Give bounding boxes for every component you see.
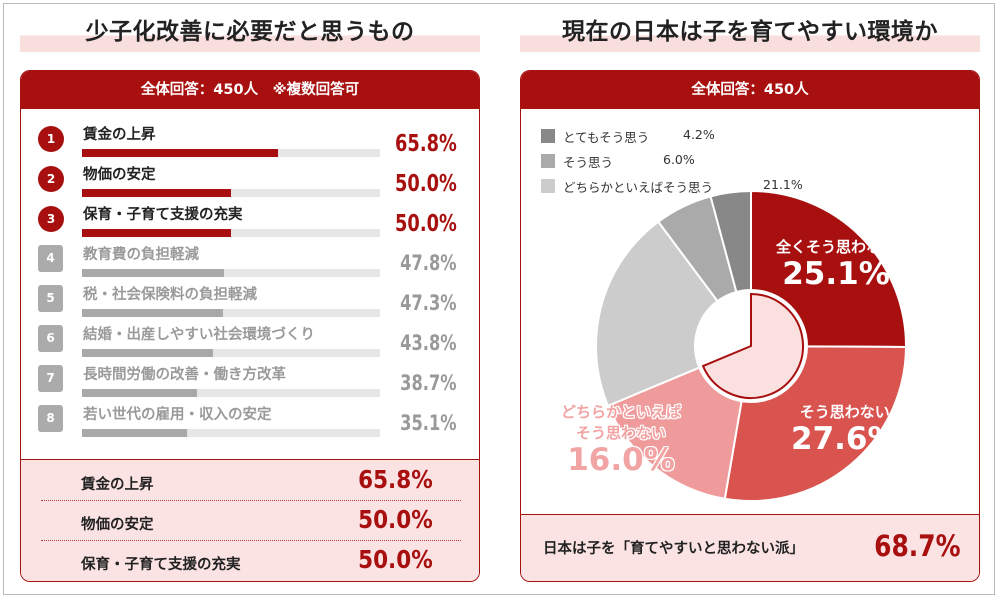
ranking-item: 5 税・社会保険料の負担軽減 47.3% bbox=[21, 283, 479, 323]
right-summary-label: 日本は子を「育てやすいと思わない派」 bbox=[543, 541, 804, 557]
bar-track bbox=[82, 349, 380, 357]
ranking-item: 4 教育費の負担軽減 47.8% bbox=[21, 243, 479, 283]
ranking-item: 3 保育・子育て支援の充実 50.0% bbox=[21, 203, 479, 243]
donut-slice bbox=[709, 189, 752, 294]
summary-percent: 50.0% bbox=[358, 505, 433, 534]
bar-fill bbox=[82, 429, 187, 437]
summary-percent: 50.0% bbox=[358, 545, 433, 574]
item-percent: 50.0% bbox=[395, 171, 457, 197]
item-percent: 35.1% bbox=[400, 411, 457, 435]
item-label: 保育・子育て支援の充実 bbox=[83, 207, 243, 223]
legend-label: そう思う bbox=[563, 155, 614, 170]
summary-row-2: 物価の安定 50.0% bbox=[41, 500, 461, 541]
legend-swatch bbox=[541, 154, 555, 168]
bar-fill bbox=[82, 149, 279, 157]
summary-label: 保育・子育て支援の充実 bbox=[81, 557, 241, 573]
item-label: 物価の安定 bbox=[83, 167, 156, 183]
item-label: 賃金の上昇 bbox=[83, 127, 156, 143]
bar-track bbox=[82, 189, 380, 197]
slice-label: そう思わない 27.6% bbox=[791, 401, 899, 456]
slice-label-value: 16.0% bbox=[567, 442, 675, 478]
bar-fill bbox=[82, 389, 198, 397]
right-summary-box: 日本は子を「育てやすいと思わない派」 68.7% bbox=[521, 514, 979, 581]
ranking-item: 6 結婚・出産しやすい社会環境づくり 43.8% bbox=[21, 323, 479, 363]
right-card-header: 全体回答：450人 bbox=[521, 71, 979, 109]
top3-summary: 賃金の上昇 65.8% 物価の安定 50.0% 保育・子育て支援の充実 50.0… bbox=[21, 459, 479, 581]
legend-value: 21.1% bbox=[763, 177, 803, 192]
legend-label: どちらかといえばそう思う bbox=[563, 180, 714, 195]
ranking-item: 7 長時間労働の改善・働き方改革 38.7% bbox=[21, 363, 479, 403]
bar-fill bbox=[82, 229, 231, 237]
ranking-item: 1 賃金の上昇 65.8% bbox=[21, 123, 479, 163]
item-percent: 43.8% bbox=[400, 331, 457, 355]
rank-badge: 5 bbox=[38, 285, 63, 312]
summary-row-3: 保育・子育て支援の充実 50.0% bbox=[41, 540, 461, 580]
item-label: 若い世代の雇用・収入の安定 bbox=[83, 407, 272, 423]
item-percent: 65.8% bbox=[395, 131, 457, 157]
summary-row-1: 賃金の上昇 65.8% bbox=[41, 460, 461, 501]
bar-fill bbox=[82, 309, 223, 317]
rank-badge: 8 bbox=[38, 405, 63, 432]
slice-label-name: そう思わない bbox=[576, 424, 667, 442]
slice-label-name: どちらかといえば bbox=[561, 403, 682, 421]
legend-swatch bbox=[541, 129, 555, 143]
right-panel-title: 現在の日本は子を育てやすい環境か bbox=[520, 14, 980, 52]
rank-badge: 2 bbox=[38, 166, 64, 192]
bar-fill bbox=[82, 189, 231, 197]
donut-slice bbox=[595, 220, 719, 408]
rank-badge: 7 bbox=[38, 365, 63, 392]
slice-label-value: 27.6% bbox=[791, 421, 899, 457]
item-percent: 50.0% bbox=[395, 211, 457, 237]
slice-label-value: 25.1% bbox=[782, 256, 890, 292]
left-panel-title: 少子化改善に必要だと思うもの bbox=[20, 14, 480, 52]
ranking-item: 2 物価の安定 50.0% bbox=[21, 163, 479, 203]
item-label: 教育費の負担軽減 bbox=[83, 247, 199, 263]
bar-track bbox=[82, 269, 380, 277]
item-percent: 47.3% bbox=[400, 291, 457, 315]
legend-value: 4.2% bbox=[683, 127, 715, 142]
legend-swatch bbox=[541, 179, 555, 193]
slice-label-name: 全くそう思わない bbox=[776, 238, 897, 256]
slice-label: どちらかといえば そう思わない 16.0% bbox=[561, 401, 681, 477]
bar-track bbox=[82, 389, 380, 397]
summary-label: 物価の安定 bbox=[81, 517, 154, 533]
donut-chart bbox=[595, 189, 908, 502]
summary-percent: 65.8% bbox=[358, 465, 433, 494]
right-summary-percent: 68.7% bbox=[874, 529, 961, 563]
item-label: 税・社会保険料の負担軽減 bbox=[83, 287, 257, 303]
bar-track bbox=[82, 229, 380, 237]
summary-label: 賃金の上昇 bbox=[81, 477, 154, 493]
slice-label: 全くそう思わない 25.1% bbox=[776, 236, 896, 291]
donut-slice bbox=[723, 345, 908, 502]
rank-badge: 1 bbox=[38, 126, 64, 152]
legend-value: 6.0% bbox=[663, 152, 695, 167]
ranking-item: 8 若い世代の雇用・収入の安定 35.1% bbox=[21, 403, 479, 443]
donut-slice bbox=[606, 366, 743, 500]
rank-badge: 4 bbox=[38, 245, 63, 272]
donut-center-highlight bbox=[701, 292, 804, 399]
slice-label-name: そう思わない bbox=[799, 403, 890, 421]
rank-badge: 6 bbox=[38, 325, 63, 352]
right-card: 全体回答：450人 とてもそう思う 4.2% そう思う 6.0% どちらかといえばそう思… bbox=[520, 70, 980, 582]
item-percent: 47.8% bbox=[400, 251, 457, 275]
bar-track bbox=[82, 309, 380, 317]
bar-track bbox=[82, 149, 380, 157]
infographic-frame bbox=[3, 3, 995, 595]
bar-track bbox=[82, 429, 380, 437]
rank-badge: 3 bbox=[38, 206, 64, 232]
legend-label: とてもそう思う bbox=[563, 130, 650, 145]
left-card: 全体回答：450人 ※複数回答可 1 賃金の上昇 65.8% 2 物価の安定 50.0% 3… bbox=[20, 70, 480, 582]
bar-fill bbox=[82, 349, 213, 357]
item-percent: 38.7% bbox=[400, 371, 457, 395]
item-label: 結婚・出産しやすい社会環境づくり bbox=[83, 327, 315, 343]
bar-fill bbox=[82, 269, 225, 277]
donut-slice bbox=[750, 189, 907, 348]
left-card-header: 全体回答：450人 ※複数回答可 bbox=[21, 71, 479, 109]
item-label: 長時間労働の改善・働き方改革 bbox=[83, 367, 286, 383]
